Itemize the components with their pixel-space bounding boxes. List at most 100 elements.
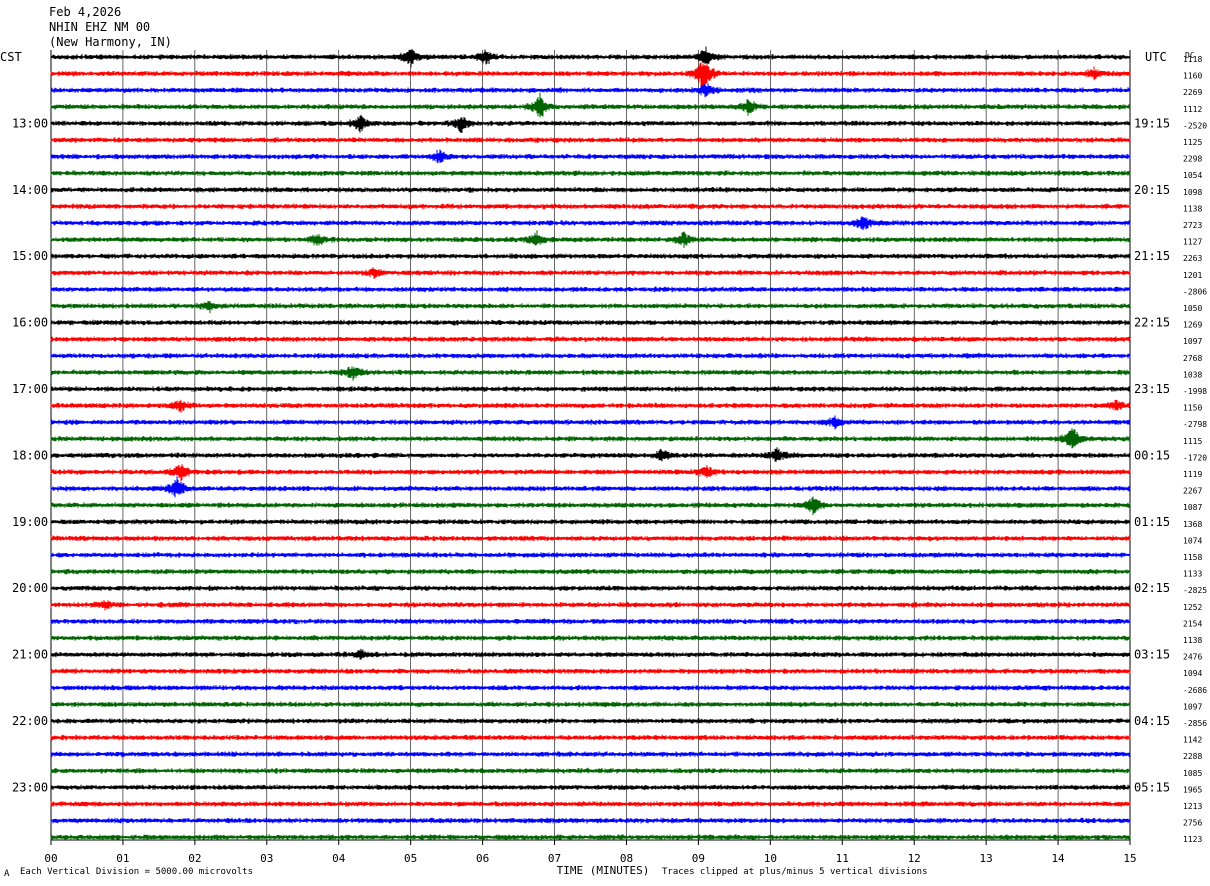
seismic-trace xyxy=(50,300,1131,314)
x-tick-label: 07 xyxy=(548,852,561,865)
dc-offset-label: 1112 xyxy=(1183,105,1202,114)
dc-offset-label: 2288 xyxy=(1183,752,1202,761)
dc-offset-label: 2267 xyxy=(1183,487,1202,496)
dc-offset-label: 2154 xyxy=(1183,619,1202,628)
dc-offset-label: 1138 xyxy=(1183,204,1202,213)
dc-offset-label: 1123 xyxy=(1183,835,1202,844)
cst-hour-labels: 13:00 14:00 15:00 16:00 17:00 18:00 19:00 20:00… xyxy=(12,116,48,794)
seismic-trace xyxy=(50,834,1131,841)
dc-offset-label: 2768 xyxy=(1183,354,1202,363)
cst-label: CST xyxy=(0,50,22,64)
seismic-trace xyxy=(50,46,1131,68)
dc-offset-label: 1158 xyxy=(1183,553,1202,562)
seismic-trace xyxy=(50,319,1131,326)
dc-offset-label: 2269 xyxy=(1183,88,1202,97)
x-tick-label: 04 xyxy=(332,852,346,865)
cst-hour-label: 19:00 xyxy=(12,515,48,529)
dc-offset-label: 1368 xyxy=(1183,520,1202,529)
dc-offset-label: 1115 xyxy=(1183,437,1202,446)
cst-hour-label: 21:00 xyxy=(12,648,48,662)
seismic-trace xyxy=(50,599,1131,611)
dc-offset-label: 1097 xyxy=(1183,337,1202,346)
seismic-trace xyxy=(50,496,1131,515)
utc-hour-label: 00:15 xyxy=(1134,448,1170,462)
seismic-trace xyxy=(50,701,1131,708)
dc-offset-label: 1098 xyxy=(1183,188,1202,197)
date-label: Feb 4,2026 xyxy=(49,5,122,19)
x-tick-label: 15 xyxy=(1123,852,1136,865)
seismic-trace xyxy=(50,203,1131,210)
seismic-trace xyxy=(50,336,1131,343)
dc-offset-label: -2806 xyxy=(1183,287,1207,296)
dc-offset-label: 1050 xyxy=(1183,304,1202,313)
seismic-trace xyxy=(50,62,1131,89)
dc-offset-label: 1965 xyxy=(1183,785,1202,794)
dc-offset-label: 1094 xyxy=(1183,669,1202,678)
seismic-trace xyxy=(50,447,1131,463)
dc-offset-label: 1125 xyxy=(1183,138,1202,147)
dc-offset-label: 1054 xyxy=(1183,171,1202,180)
seismic-trace xyxy=(50,684,1131,691)
seismic-trace xyxy=(50,767,1131,774)
seismic-trace xyxy=(50,186,1131,193)
seismic-trace xyxy=(50,92,1131,118)
seismic-trace xyxy=(50,149,1131,164)
cst-hour-label: 14:00 xyxy=(12,183,48,197)
seismic-trace xyxy=(50,801,1131,807)
dc-offset-label: -2520 xyxy=(1183,121,1207,130)
dc-offset-label: 1119 xyxy=(1183,470,1202,479)
seismic-trace xyxy=(50,366,1131,381)
x-tick-label: 06 xyxy=(476,852,489,865)
seismic-trace xyxy=(50,230,1131,248)
seismic-trace xyxy=(50,83,1131,98)
seismic-trace xyxy=(50,518,1131,525)
dc-offset-label: 1118 xyxy=(1183,55,1202,64)
cst-hour-label: 17:00 xyxy=(12,382,48,396)
seismic-trace xyxy=(50,170,1131,177)
seismic-trace xyxy=(50,114,1131,133)
x-tick-label: 14 xyxy=(1051,852,1065,865)
dc-offset-label: 2756 xyxy=(1183,819,1202,828)
utc-hour-label: 21:15 xyxy=(1134,249,1170,263)
seismic-trace xyxy=(50,253,1131,260)
utc-hour-label: 01:15 xyxy=(1134,515,1170,529)
dc-offset-label: -2686 xyxy=(1183,686,1207,695)
seismic-trace xyxy=(50,464,1131,481)
utc-hour-label: 04:15 xyxy=(1134,714,1170,728)
utc-hour-label: 03:15 xyxy=(1134,648,1170,662)
seismic-trace xyxy=(50,784,1131,791)
dc-offset-label: -1998 xyxy=(1183,387,1207,396)
seismic-trace xyxy=(50,428,1131,449)
seismic-trace xyxy=(50,399,1131,413)
x-tick-label: 13 xyxy=(980,852,993,865)
cst-hour-label: 15:00 xyxy=(12,249,48,263)
seismic-trace xyxy=(50,568,1131,575)
dc-offset-label: -2856 xyxy=(1183,719,1207,728)
utc-hour-label: 02:15 xyxy=(1134,581,1170,595)
cst-hour-label: 18:00 xyxy=(12,448,48,462)
utc-hour-label: 22:15 xyxy=(1134,316,1170,330)
dc-label: DC xyxy=(1185,51,1195,60)
dc-offset-label: 1160 xyxy=(1183,72,1202,81)
clip-note: Traces clipped at plus/minus 5 vertical … xyxy=(662,867,928,877)
time-grid xyxy=(50,50,1131,841)
x-tick-label: 05 xyxy=(404,852,417,865)
x-tick-label: 10 xyxy=(764,852,777,865)
x-tick-label: 09 xyxy=(692,852,705,865)
utc-hour-labels: 19:15 20:15 21:15 22:15 23:15 00:15 01:15 02:15… xyxy=(1134,116,1170,794)
utc-hour-label: 19:15 xyxy=(1134,116,1170,130)
dc-offset-label: 2723 xyxy=(1183,221,1202,230)
seismic-trace xyxy=(50,476,1131,498)
dc-offset-label: 1133 xyxy=(1183,570,1202,579)
dc-offset-label: 1150 xyxy=(1183,404,1202,413)
dc-offset-labels: 1118 1160 2269 1112 -2520 1125 2298 1054 1098 113… xyxy=(1183,55,1207,844)
seismic-trace xyxy=(50,552,1131,558)
x-axis-label: TIME (MINUTES) xyxy=(557,864,650,877)
dc-offset-label: 1127 xyxy=(1183,238,1202,247)
dc-offset-label: 1252 xyxy=(1183,603,1202,612)
corner-mark: A xyxy=(4,869,10,879)
dc-offset-label: -2798 xyxy=(1183,420,1207,429)
dc-offset-label: 1097 xyxy=(1183,702,1202,711)
x-tick-label: 02 xyxy=(188,852,201,865)
